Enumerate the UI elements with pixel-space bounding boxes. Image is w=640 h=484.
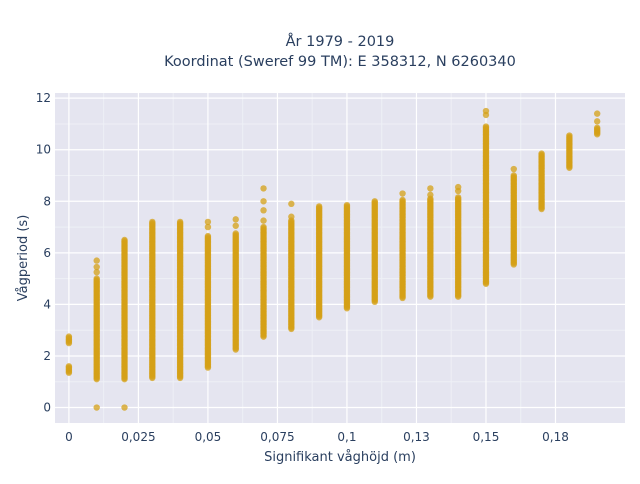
data-point — [399, 196, 406, 204]
data-point — [510, 165, 517, 173]
data-point — [593, 124, 601, 132]
data-point — [149, 218, 156, 226]
data-points — [65, 107, 601, 411]
y-tick-label: 10 — [36, 143, 51, 157]
data-point — [204, 232, 212, 240]
data-point — [121, 236, 128, 244]
data-point — [343, 201, 351, 209]
data-point — [204, 218, 212, 226]
data-point — [93, 268, 100, 276]
x-tick-label: 0,1 — [337, 430, 356, 444]
data-point — [482, 123, 490, 130]
data-point — [260, 185, 267, 192]
data-point — [427, 191, 434, 199]
data-point — [260, 198, 267, 205]
x-tick-label: 0 — [65, 430, 73, 444]
data-point — [566, 132, 573, 139]
data-point — [454, 194, 462, 201]
data-point — [593, 118, 601, 125]
data-point — [315, 203, 323, 210]
data-point — [260, 207, 267, 214]
x-tick-label: 0,13 — [403, 430, 430, 444]
data-point — [65, 363, 73, 370]
y-tick-label: 12 — [36, 91, 51, 105]
x-axis-title: Signifikant våghöjd (m) — [264, 450, 416, 465]
y-tick-label: 6 — [43, 246, 51, 260]
y-tick-label: 4 — [43, 297, 51, 311]
data-point — [93, 404, 100, 411]
y-tick-label: 8 — [43, 194, 51, 208]
data-point — [538, 150, 545, 157]
y-axis-title: Vågperiod (s) — [16, 215, 31, 302]
plot-background — [55, 93, 625, 423]
data-point — [454, 183, 462, 191]
data-point — [288, 213, 295, 220]
y-tick-label: 0 — [43, 401, 51, 415]
x-tick-label: 0,075 — [260, 430, 294, 444]
data-point — [93, 275, 100, 282]
data-point — [482, 107, 490, 115]
x-tick-label: 0,18 — [542, 430, 569, 444]
chart-title-line-2: Koordinat (Sweref 99 TM): E 358312, N 62… — [164, 54, 516, 70]
data-point — [399, 190, 406, 197]
data-point — [232, 216, 239, 223]
data-point — [232, 222, 239, 229]
data-point — [176, 218, 184, 226]
data-point — [204, 223, 212, 231]
x-tick-label: 0,025 — [121, 430, 155, 444]
data-point — [260, 217, 267, 224]
data-point — [371, 198, 378, 205]
x-tick-label: 0,05 — [195, 430, 222, 444]
data-point — [232, 230, 239, 237]
data-point — [288, 200, 295, 208]
data-point — [510, 172, 517, 179]
data-point — [93, 263, 100, 271]
data-point — [121, 404, 128, 411]
chart-title-line-1: År 1979 - 2019 — [286, 33, 395, 50]
data-point — [93, 257, 100, 264]
y-tick-labels: 0 2 4 6 8 10 12 — [36, 91, 51, 414]
data-point — [427, 185, 434, 192]
data-point — [260, 223, 267, 231]
data-point — [65, 333, 73, 340]
y-tick-label: 2 — [43, 349, 51, 363]
x-tick-labels: 0 0,025 0,05 0,075 0,1 0,13 0,15 0,18 — [65, 430, 569, 444]
x-tick-label: 0,15 — [473, 430, 500, 444]
data-point — [593, 110, 601, 117]
